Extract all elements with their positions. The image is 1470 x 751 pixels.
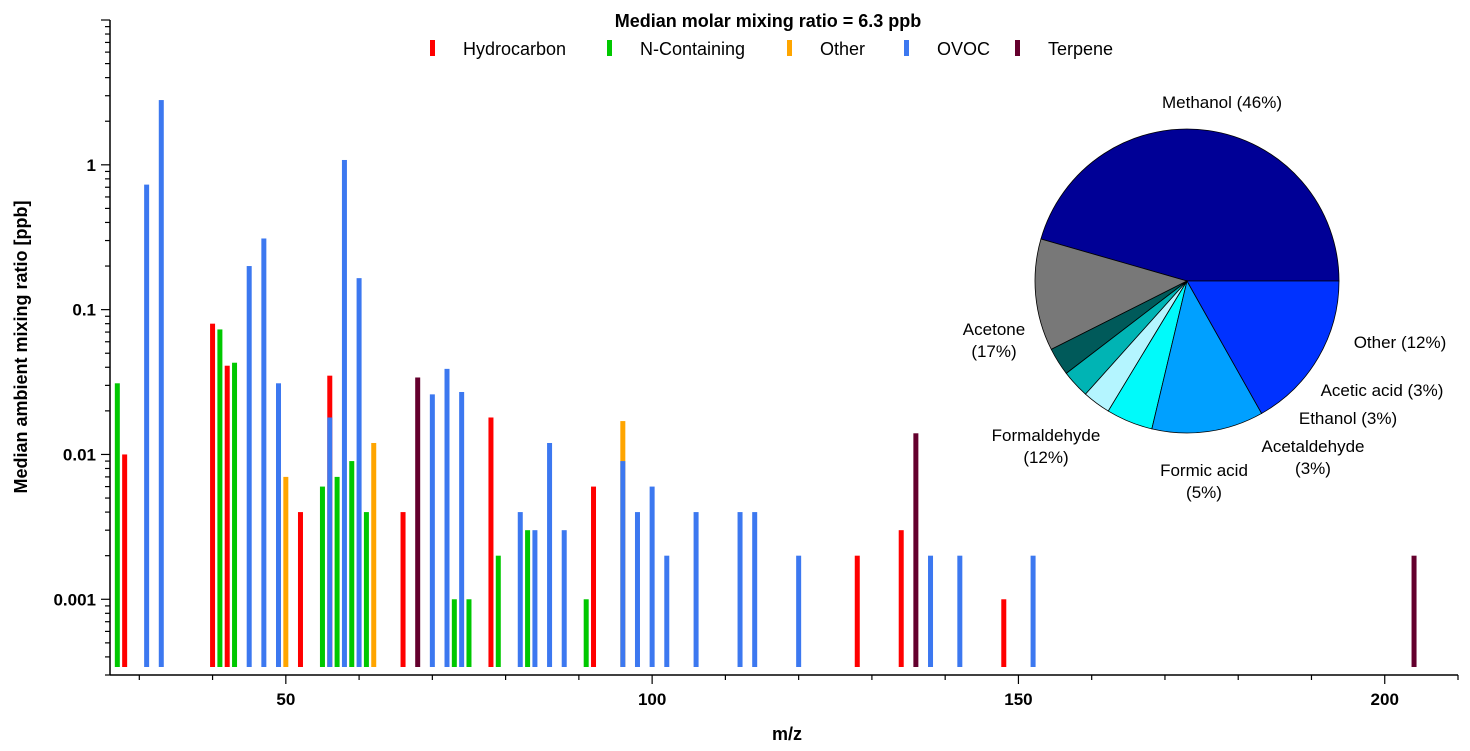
bar-n-containing-mz-43	[232, 362, 238, 667]
pie-slice-6	[1151, 279, 1263, 434]
y-tick-label: 0.1	[72, 301, 96, 320]
bar-hydrocarbon-mz-28	[122, 454, 128, 667]
pie-label-6: Formaldehyde (12%)	[992, 426, 1101, 467]
pie-label-2: Acetic acid (3%)	[1321, 381, 1444, 400]
x-tick-label: 150	[1004, 690, 1032, 709]
x-tick-label: 200	[1371, 690, 1399, 709]
bar-ovoc-mz-102	[664, 555, 670, 667]
bar-ovoc-mz-33	[158, 100, 164, 667]
bar-ovoc-mz-138	[928, 555, 934, 667]
pie-label-3: Ethanol (3%)	[1299, 409, 1397, 428]
legend-label-other: Other	[820, 39, 865, 59]
bar-ovoc-mz-70	[429, 394, 435, 667]
pie-label-7: Acetone (17%)	[963, 320, 1025, 361]
pie-labels: Methanol (46%) Other (12%) Acetic acid (3%…	[963, 93, 1446, 502]
chart-title: Median molar mixing ratio = 6.3 ppb	[615, 11, 922, 31]
bar-ovoc-mz-142	[957, 555, 963, 667]
pie-label-0: Methanol (46%)	[1162, 93, 1282, 112]
bar-ovoc-mz-72	[444, 368, 450, 667]
bar-n-containing-mz-79	[495, 555, 501, 667]
bar-ovoc-mz-45	[246, 266, 252, 667]
bar-n-containing-mz-75	[466, 599, 472, 667]
bar-hydrocarbon-mz-78	[488, 417, 494, 667]
bar-n-containing-mz-83	[525, 530, 531, 667]
bar-n-containing-mz-27	[114, 383, 120, 667]
bar-ovoc-mz-152	[1030, 555, 1036, 667]
x-tick-label: 100	[638, 690, 666, 709]
bar-ovoc-mz-31	[144, 184, 150, 668]
pie-chart	[1034, 128, 1340, 434]
bar-ovoc-mz-98	[634, 512, 640, 667]
bar-series	[114, 100, 1417, 668]
pie-slice-0	[1040, 128, 1340, 282]
bar-ovoc-mz-114	[752, 512, 758, 667]
bar-n-containing-mz-61	[363, 512, 369, 667]
legend-label-ovoc: OVOC	[937, 39, 990, 59]
pie-slice-1	[1034, 238, 1189, 350]
bar-n-containing-mz-59	[349, 461, 355, 667]
y-axis-label: Median ambient mixing ratio [ppb]	[11, 200, 31, 493]
bar-hydrocarbon-mz-148	[1001, 599, 1007, 667]
bar-other-mz-62	[371, 442, 377, 667]
bar-n-containing-mz-91	[583, 599, 589, 667]
bar-ovoc-mz-47	[261, 238, 267, 667]
bar-hydrocarbon-mz-40	[210, 323, 216, 667]
bar-n-containing-mz-55	[319, 486, 325, 667]
legend: Hydrocarbon N-Containing Other OVOC Terpene	[430, 39, 1113, 59]
bar-ovoc-mz-74	[459, 391, 465, 667]
bar-ovoc-mz-106	[693, 512, 699, 667]
legend-label-n-containing: N-Containing	[640, 39, 745, 59]
bar-terpene-mz-136	[913, 433, 919, 667]
bar-ovoc-mz-120	[796, 555, 802, 667]
pie-slice-7	[1186, 280, 1340, 414]
bar-hydrocarbon-mz-128	[854, 555, 860, 667]
bar-ovoc-mz-100	[649, 486, 655, 667]
bar-ovoc-mz-86	[547, 442, 553, 667]
bar-ovoc-mz-49	[276, 383, 281, 667]
y-tick-label: 1	[87, 156, 96, 175]
pie-label-5: Formic acid (5%)	[1160, 461, 1248, 502]
legend-swatch-other	[787, 40, 792, 56]
bar-hydrocarbon-mz-66	[400, 512, 406, 667]
bar-n-containing-mz-41	[217, 329, 223, 667]
bar-hydrocarbon-mz-92	[591, 486, 597, 667]
legend-swatch-hydrocarbon	[430, 40, 435, 56]
bar-ovoc-mz-112	[737, 512, 743, 667]
legend-swatch-terpene	[1015, 40, 1020, 56]
bar-hydrocarbon-mz-42	[224, 365, 230, 667]
y-tick-label: 0.001	[53, 590, 96, 609]
bar-other-mz-50	[283, 476, 289, 667]
bar-n-containing-mz-57	[334, 476, 340, 667]
legend-label-terpene: Terpene	[1048, 39, 1113, 59]
bar-ovoc-mz-56	[327, 417, 333, 667]
bar-hydrocarbon-mz-134	[898, 530, 904, 667]
bar-n-containing-mz-73	[451, 599, 457, 667]
x-tick-label: 50	[276, 690, 295, 709]
y-tick-label: 0.01	[63, 445, 96, 464]
axes: 50 100 150 200 1 0.1 0.01 0.001	[53, 19, 1459, 709]
pie-label-1: Other (12%)	[1354, 333, 1447, 352]
bar-ovoc-mz-82	[517, 512, 523, 667]
x-axis-label: m/z	[772, 724, 802, 744]
bar-terpene-mz-68	[415, 377, 421, 667]
pie-label-4: Acetaldehyde (3%)	[1261, 437, 1364, 478]
legend-swatch-n-containing	[607, 40, 612, 56]
bar-ovoc-mz-96	[620, 461, 626, 667]
bar-ovoc-mz-84	[532, 530, 538, 667]
bar-ovoc-mz-88	[561, 530, 567, 667]
bar-hydrocarbon-mz-52	[297, 512, 303, 667]
legend-label-hydrocarbon: Hydrocarbon	[463, 39, 566, 59]
bar-terpene-mz-204	[1411, 555, 1417, 667]
bar-ovoc-mz-58	[341, 159, 347, 667]
legend-swatch-ovoc	[904, 40, 909, 56]
bar-ovoc-mz-60	[356, 278, 362, 667]
